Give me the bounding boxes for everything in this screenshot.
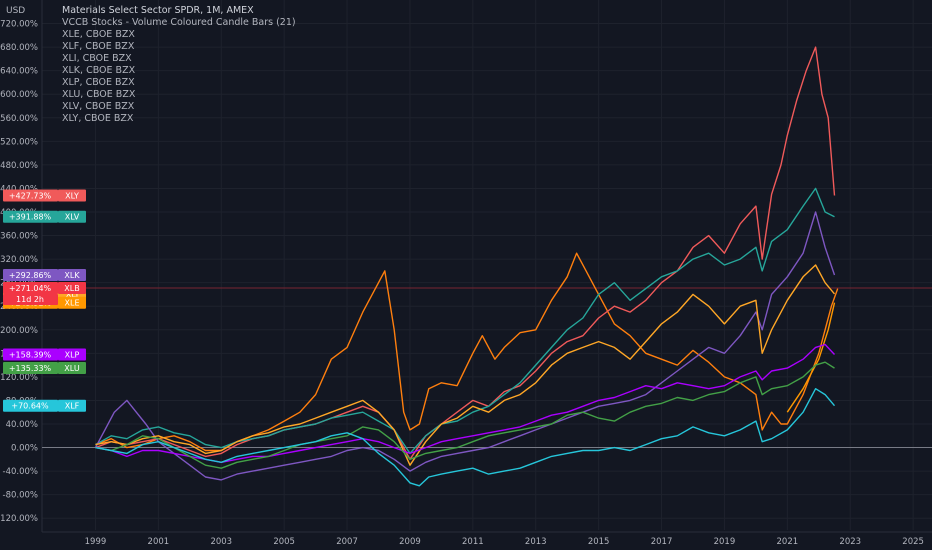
value-badge-bg bbox=[3, 189, 58, 202]
x-axis: 1999 2001 2003 2005 2007 2009 2011 2013 2015 2017… bbox=[85, 537, 924, 547]
ticker-badge-text: XLK bbox=[64, 271, 80, 280]
x-tick-label: 2023 bbox=[839, 537, 861, 547]
ticker-badge-text: XLE bbox=[65, 299, 80, 308]
last-value-xlf: +70.64% XLF bbox=[3, 399, 86, 412]
series-line-xly bbox=[95, 46, 836, 460]
x-tick-label: 2011 bbox=[462, 537, 484, 547]
last-value-xlu: +135.33% XLU bbox=[3, 362, 86, 375]
value-badge-text: +427.73% bbox=[9, 192, 52, 201]
y-tick-label: 520.00% bbox=[0, 137, 38, 147]
value-badge-text: +292.86% bbox=[9, 271, 52, 280]
y-tick-label: 360.00% bbox=[0, 232, 38, 242]
ticker-badge-text: XLP bbox=[65, 351, 80, 360]
value-badge-bg bbox=[3, 399, 58, 412]
series-line-xlk bbox=[94, 211, 836, 481]
x-tick-label: 2021 bbox=[777, 537, 799, 547]
symbol-xli[interactable]: XLI, CBOE BZX bbox=[62, 53, 132, 64]
y-tick-label: 680.00% bbox=[0, 43, 38, 53]
ticker-badge-bg bbox=[58, 348, 86, 361]
ticker-badge-bg bbox=[58, 210, 86, 223]
value-badge-bg bbox=[3, 348, 58, 361]
ticker-badge-bg bbox=[58, 399, 86, 412]
ticker-badge-bg bbox=[58, 189, 86, 202]
ticker-badge-bg bbox=[58, 269, 86, 282]
symbol-xlk[interactable]: XLK, CBOE BZX bbox=[62, 65, 136, 76]
value-badge-text: +70.64% bbox=[11, 402, 49, 411]
series-line-xle bbox=[786, 302, 836, 413]
indicator-label[interactable]: VCCB Stocks - Volume Coloured Candle Bar… bbox=[62, 17, 296, 28]
chart-legend[interactable]: Materials Select Sector SPDR, 1M, AMEX V… bbox=[62, 5, 296, 125]
symbol-xlp[interactable]: XLP, CBOE BZX bbox=[62, 77, 135, 88]
chart-title: Materials Select Sector SPDR, 1M, AMEX bbox=[62, 5, 254, 16]
ticker-badge-text: XLB bbox=[64, 284, 79, 293]
grid-lines bbox=[41, 0, 932, 533]
y-tick-label: 560.00% bbox=[0, 114, 38, 124]
value-badge-bg bbox=[3, 210, 58, 223]
y-tick-label: 0.00% bbox=[11, 444, 38, 454]
x-tick-label: 2009 bbox=[399, 537, 421, 547]
ticker-badge-text: XLV bbox=[65, 213, 80, 222]
value-badge-text: +271.04% bbox=[9, 284, 52, 293]
x-tick-label: 2003 bbox=[210, 537, 232, 547]
last-value-xlp: +158.39% XLP bbox=[3, 348, 86, 361]
countdown-text: 11d 2h bbox=[16, 295, 44, 304]
x-tick-label: 1999 bbox=[85, 537, 107, 547]
ticker-badge-text: XLF bbox=[65, 402, 80, 411]
countdown-badge: 11d 2h bbox=[3, 293, 58, 305]
value-badge-text: +391.88% bbox=[9, 213, 52, 222]
y-tick-label: 720.00% bbox=[0, 20, 38, 30]
symbol-xlv[interactable]: XLV, CBOE BZX bbox=[62, 101, 135, 112]
ticker-badge-text: XLY bbox=[65, 192, 79, 201]
x-tick-label: 2019 bbox=[714, 537, 736, 547]
symbol-xlu[interactable]: XLU, CBOE BZX bbox=[62, 89, 136, 100]
y-tick-label: 120.00% bbox=[0, 373, 38, 383]
last-value-xlv: +391.88% XLV bbox=[3, 210, 86, 223]
value-badge-text: +135.33% bbox=[9, 364, 52, 373]
value-badge-bg bbox=[3, 362, 58, 375]
series-line-xli bbox=[95, 264, 836, 466]
last-value-xly: +427.73% XLY bbox=[3, 189, 86, 202]
y-tick-label: -80.00% bbox=[3, 491, 38, 501]
x-tick-label: 2025 bbox=[902, 537, 924, 547]
x-tick-label: 2015 bbox=[588, 537, 610, 547]
value-badge-bg bbox=[3, 269, 58, 282]
x-tick-label: 2013 bbox=[525, 537, 547, 547]
symbol-xle[interactable]: XLE, CBOE BZX bbox=[62, 29, 135, 40]
ticker-badge-bg bbox=[58, 296, 86, 309]
ticker-badge-text: XLU bbox=[64, 364, 80, 373]
y-tick-label: 640.00% bbox=[0, 67, 38, 77]
y-tick-label: 440.00% bbox=[0, 184, 38, 194]
series-line-xlv bbox=[95, 187, 835, 455]
countdown-badge-bg bbox=[3, 293, 58, 305]
ticker-badge-bg bbox=[58, 362, 86, 375]
y-tick-label: 320.00% bbox=[0, 255, 38, 265]
y-tick-label: -120.00% bbox=[0, 514, 38, 524]
x-tick-label: 2007 bbox=[336, 537, 358, 547]
ticker-badge-text: XLI bbox=[66, 290, 78, 299]
x-tick-label: 2017 bbox=[651, 537, 673, 547]
y-tick-label: 40.00% bbox=[6, 420, 38, 430]
x-tick-label: 2001 bbox=[148, 537, 170, 547]
ticker-badge-bg bbox=[58, 281, 86, 294]
y-tick-label: 480.00% bbox=[0, 161, 38, 171]
y-tick-label: 200.00% bbox=[0, 326, 38, 336]
series-line-xlf bbox=[95, 388, 836, 487]
y-tick-label: -40.00% bbox=[3, 467, 38, 477]
current-value-xlb: +271.04% XLB bbox=[3, 281, 86, 294]
last-value-xlk: +292.86% XLK bbox=[3, 269, 86, 282]
x-tick-label: 2005 bbox=[273, 537, 295, 547]
series-lines bbox=[94, 46, 839, 487]
y-tick-label: 600.00% bbox=[0, 90, 38, 100]
value-badge-text: +158.39% bbox=[9, 351, 52, 360]
symbol-xlf[interactable]: XLF, CBOE BZX bbox=[62, 41, 135, 52]
last-value-labels: +427.73%XLY+391.88%XLV+292.86%XLK+260.92… bbox=[3, 189, 86, 412]
currency-label: USD bbox=[6, 6, 26, 16]
symbol-xly[interactable]: XLY, CBOE BZX bbox=[62, 113, 134, 124]
series-line-xlu bbox=[95, 361, 835, 469]
value-badge-bg bbox=[3, 281, 58, 294]
